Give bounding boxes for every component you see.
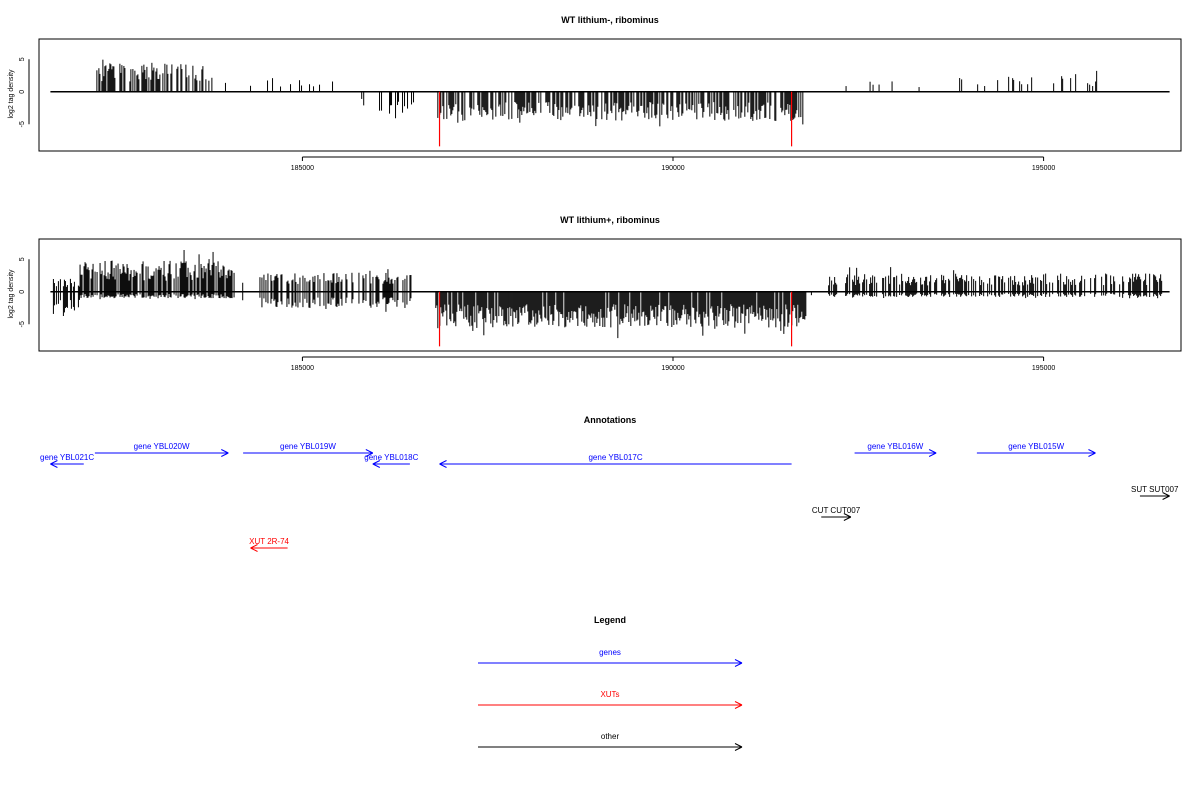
plot-frame <box>38 238 1182 352</box>
legend-item: other <box>478 732 743 751</box>
track-panel-lithium-plus: WT lithium+, ribominus log2 tag density … <box>8 215 1182 372</box>
track-title: WT lithium+, ribominus <box>560 215 660 225</box>
feature-arrow: CUT CUT007 <box>812 506 861 521</box>
x-tick-label: 185000 <box>291 365 314 372</box>
legend-label: genes <box>599 648 621 657</box>
x-tick-label: 195000 <box>1032 165 1055 172</box>
track-panel-lithium-minus: WT lithium-, ribominus log2 tag density … <box>8 15 1182 172</box>
feature-arrow: gene YBL020W <box>94 442 229 457</box>
y-tick-label: 5 <box>19 57 26 61</box>
feature-arrow: gene YBL015W <box>976 442 1096 457</box>
feature-label: gene YBL019W <box>280 442 336 451</box>
legend-item: XUTs <box>478 690 743 709</box>
track-axes: -5 0 5 185000 190000 195000 <box>19 57 1055 172</box>
track-bars <box>50 250 1170 347</box>
legend-title: Legend <box>594 615 626 625</box>
legend-label: other <box>601 732 620 741</box>
y-tick-label: -5 <box>19 321 26 327</box>
feature-arrow: gene YBL017C <box>439 453 792 468</box>
legend-label: XUTs <box>600 690 619 699</box>
feature-arrow: gene YBL016W <box>854 442 937 457</box>
y-tick-label: 5 <box>19 257 26 261</box>
feature-label: gene YBL017C <box>588 453 642 462</box>
feature-arrow: gene YBL018C <box>364 453 419 468</box>
x-tick-label: 195000 <box>1032 365 1055 372</box>
x-tick-label: 190000 <box>661 165 684 172</box>
feature-label: XUT 2R-74 <box>249 537 289 546</box>
annotations-title: Annotations <box>584 415 637 425</box>
y-axis-label: log2 tag density <box>8 269 15 319</box>
legend-item: genes <box>478 648 743 667</box>
feature-arrow: gene YBL021C <box>40 453 94 468</box>
feature-label: gene YBL015W <box>1008 442 1064 451</box>
feature-list: gene YBL021C gene YBL020W gene YBL019W gene… <box>40 442 1179 552</box>
x-tick-label: 185000 <box>291 165 314 172</box>
track-title: WT lithium-, ribominus <box>561 15 659 25</box>
y-tick-label: -5 <box>19 121 26 127</box>
legend-panel: Legend genes XUTs other <box>478 615 743 751</box>
track-bars <box>50 59 1170 147</box>
y-axis-label: log2 tag density <box>8 69 15 119</box>
feature-arrow: gene YBL019W <box>243 442 374 457</box>
x-tick-label: 190000 <box>661 365 684 372</box>
feature-label: gene YBL020W <box>134 442 190 451</box>
feature-label: CUT CUT007 <box>812 506 861 515</box>
feature-arrow: SUT SUT007 <box>1131 485 1179 500</box>
y-tick-label: 0 <box>19 290 26 294</box>
feature-label: SUT SUT007 <box>1131 485 1179 494</box>
y-tick-label: 0 <box>19 90 26 94</box>
legend-items: genes XUTs other <box>478 648 743 751</box>
feature-label: gene YBL016W <box>867 442 923 451</box>
feature-label: gene YBL021C <box>40 453 94 462</box>
feature-arrow: XUT 2R-74 <box>249 537 290 552</box>
feature-label: gene YBL018C <box>364 453 418 462</box>
plot-frame <box>38 38 1182 152</box>
track-axes: -5 0 5 185000 190000 195000 <box>19 257 1055 372</box>
